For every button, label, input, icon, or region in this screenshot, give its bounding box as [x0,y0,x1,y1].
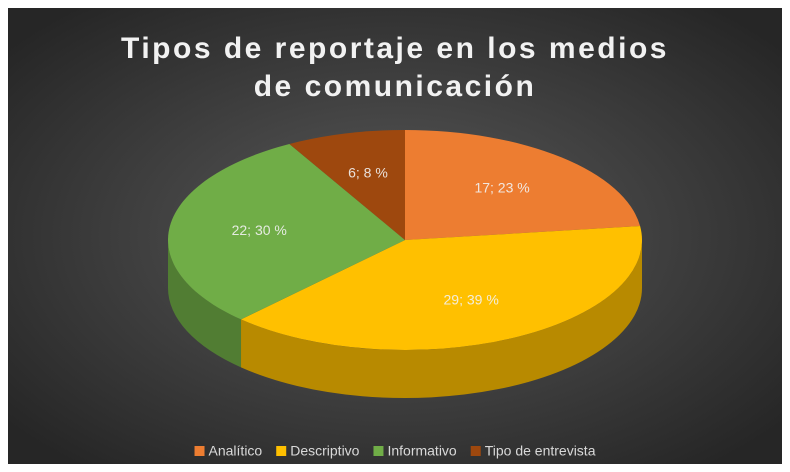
pie-tops [168,130,642,350]
data-label: 17; 23 % [474,180,529,196]
chart-title: Tipos de reportaje en los medios de comun… [121,32,669,103]
legend-swatch [373,446,384,456]
pie-side [168,240,242,368]
data-label: 6; 8 % [348,165,388,181]
data-label: 22; 30 % [232,222,287,238]
legend-swatch [470,446,481,456]
legend-label: Informativo [387,443,456,459]
pie-slice [289,130,405,240]
pie-slice [168,143,405,320]
pie-side [241,240,642,398]
legend-label: Analítico [209,443,263,459]
data-label: 29; 39 % [444,292,499,308]
legend-label: Tipo de entrevista [485,443,596,459]
legend-swatch [276,446,287,456]
data-labels: 17; 23 % 29; 39 % 22; 30 % 6; 8 % [232,165,530,308]
legend-label: Descriptivo [290,443,359,459]
legend-swatch [194,446,205,456]
legend: Analítico Descriptivo Informativo Tipo de e… [194,443,596,459]
pie-slice [241,226,642,350]
pie-slice [405,130,641,240]
pie-sides [168,240,642,398]
